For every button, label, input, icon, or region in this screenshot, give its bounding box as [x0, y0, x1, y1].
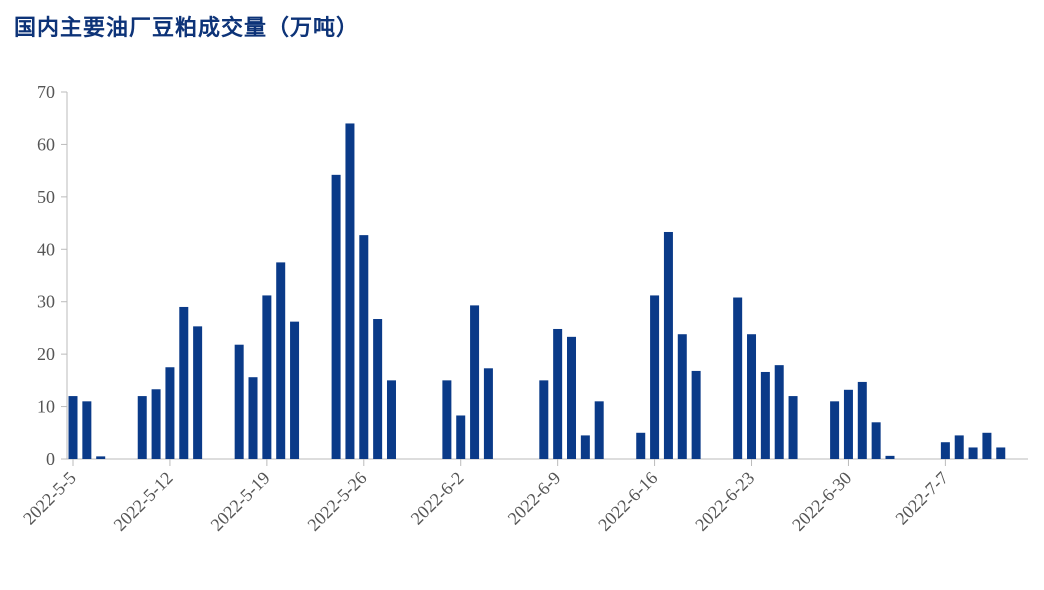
x-tick-label: 2022-6-16 — [594, 468, 661, 535]
bar: 2022-6-17: 43.3 — [663, 231, 673, 459]
x-tick-label: 2022-5-19 — [207, 468, 274, 535]
chart-title: 国内主要油厂豆粕成交量（万吨） — [14, 16, 360, 41]
bar: 2022-5-6: 11 — [82, 401, 92, 459]
bar: 2022-5-21: 26.2 — [290, 321, 300, 459]
bar: 2022-5-17: 21.8 — [234, 344, 244, 459]
bar: 2022-6-23: 23.8 — [747, 334, 757, 459]
bar: 2022-7-1: 14.7 — [857, 381, 867, 459]
bar: 2022-5-5: 12 — [68, 396, 78, 459]
bar: 2022-6-10: 23.3 — [567, 336, 577, 459]
bar: 2022-6-12: 11 — [594, 401, 604, 459]
bar: 2022-5-25: 64 — [345, 123, 355, 459]
bar: 2022-6-9: 24.8 — [553, 328, 563, 459]
bar: 2022-7-2: 7 — [871, 422, 881, 459]
bar: 2022-7-7: 3.2 — [940, 442, 950, 459]
x-tick-label: 2022-6-2 — [407, 468, 468, 529]
x-tick-label: 2022-6-23 — [691, 468, 758, 535]
bar: 2022-6-24: 16.6 — [760, 371, 770, 459]
bar: 2022-7-3: 0.6 — [885, 455, 895, 459]
x-tick-label: 2022-5-5 — [19, 468, 80, 529]
bar: 2022-6-25: 17.9 — [774, 365, 784, 459]
bar: 2022-6-4: 17.3 — [483, 368, 493, 459]
x-axis: 2022-5-5 2022-5-12 2022-5-19 2022-5-26 2022-… — [19, 458, 1028, 535]
x-tick-label: 2022-6-30 — [788, 468, 855, 535]
x-tick-label: 2022-5-26 — [303, 468, 370, 535]
bar: 2022-5-19: 31.2 — [262, 295, 272, 459]
bar: 2022-6-22: 30.8 — [733, 297, 743, 459]
y-tick-label: 50 — [37, 187, 55, 207]
x-tick-label: 2022-6-9 — [504, 468, 565, 529]
bar: 2022-5-26: 42.7 — [359, 235, 369, 459]
bar: 2022-7-8: 4.5 — [954, 435, 964, 459]
bar: 2022-5-28: 15 — [386, 380, 396, 459]
bar: 2022-6-3: 29.3 — [470, 305, 480, 459]
y-axis: 0 10 20 30 40 50 60 70 — [37, 82, 68, 469]
y-tick-label: 20 — [37, 344, 55, 364]
bar: 2022-5-24: 54.2 — [331, 174, 341, 459]
y-tick-label: 60 — [37, 134, 55, 154]
bar: 2022-5-20: 37.5 — [276, 262, 286, 459]
y-tick-label: 10 — [37, 397, 55, 417]
y-tick-label: 30 — [37, 292, 55, 312]
y-tick-label: 0 — [46, 449, 55, 469]
bar: 2022-6-11: 4.5 — [580, 435, 590, 459]
y-tick-label: 40 — [37, 239, 55, 259]
bar: 2022-6-1: 15 — [442, 380, 452, 459]
bar: 2022-6-16: 31.2 — [650, 295, 660, 459]
x-tick-label: 2022-5-12 — [110, 468, 177, 535]
bar: 2022-6-8: 15 — [539, 380, 549, 459]
bar: 2022-6-2: 8.3 — [456, 415, 466, 459]
bar: 2022-5-7: 0.5 — [96, 456, 106, 459]
bar: 2022-5-10: 12 — [137, 396, 147, 459]
bar: 2022-5-11: 13.3 — [151, 389, 161, 459]
bar: 2022-7-10: 5 — [982, 432, 992, 459]
bar: 2022-6-26: 12 — [788, 396, 798, 459]
bar: 2022-7-9: 2.2 — [968, 447, 978, 459]
bar: 2022-5-12: 17.5 — [165, 367, 175, 459]
bar: 2022-6-18: 23.8 — [677, 334, 687, 459]
bar: 2022-6-30: 13.2 — [843, 389, 853, 459]
bar: 2022-6-29: 11 — [830, 401, 840, 459]
y-tick-label: 70 — [37, 82, 55, 102]
x-tick-label: 2022-7-7 — [891, 468, 952, 529]
bar: 2022-5-14: 25.3 — [193, 326, 203, 459]
bar: 2022-6-15: 5 — [636, 432, 646, 459]
bar: 2022-5-27: 26.7 — [373, 319, 383, 459]
bars: 2022-5-5: 12 2022-5-6: 11 2022-5-7: 0.5 202… — [68, 123, 1006, 459]
bar: 2022-5-13: 29 — [179, 306, 189, 459]
bar: 2022-5-18: 15.6 — [248, 377, 258, 459]
bar: 2022-6-19: 16.8 — [691, 370, 701, 459]
bar: 2022-7-11: 2.2 — [996, 447, 1006, 459]
